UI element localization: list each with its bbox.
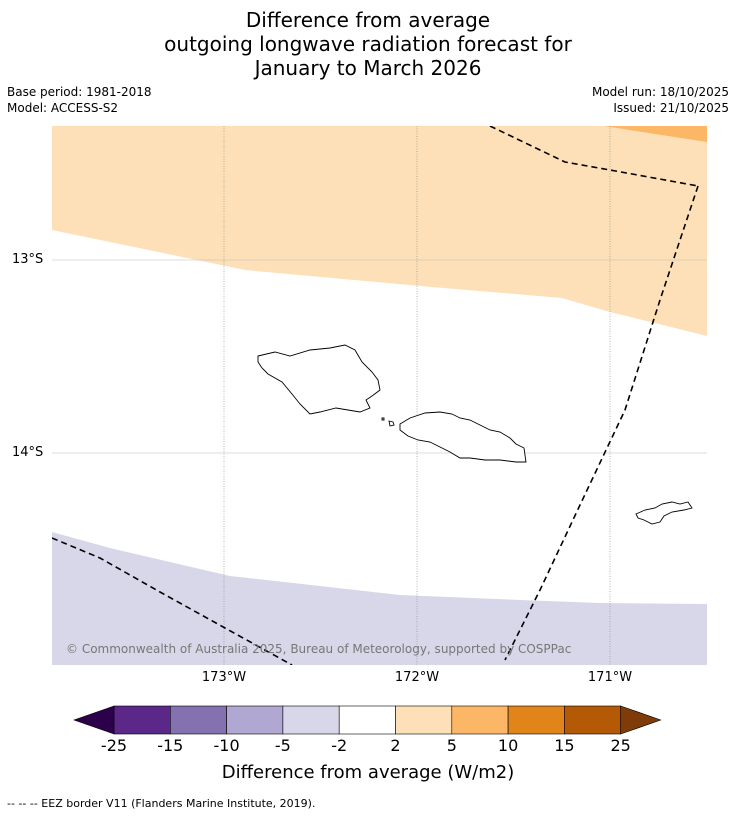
- colorbar-title: Difference from average (W/m2): [221, 762, 515, 783]
- colorbar: [73, 705, 662, 735]
- copyright-text: © Commonwealth of Australia 2025, Bureau…: [66, 642, 572, 656]
- colorbar-segment: [170, 705, 227, 735]
- meta-right: Model run: 18/10/2025 Issued: 21/10/2025: [592, 84, 729, 116]
- lat-label-13s: 13°S: [12, 252, 44, 267]
- lat-label-14s: 14°S: [12, 445, 44, 460]
- island-savaii: [257, 344, 381, 415]
- title-line-3: January to March 2026: [254, 56, 482, 80]
- colorbar-extend-low: [73, 705, 115, 735]
- eez-border-east: [504, 185, 699, 661]
- island-tutuila: [635, 501, 693, 525]
- colorbar-tick-label: -25: [100, 736, 128, 755]
- title-line-2: outgoing longwave radiation forecast for: [164, 32, 572, 56]
- colorbar-segment: [113, 705, 171, 735]
- title-line-1: Difference from average: [245, 8, 491, 32]
- eez-border-north: [489, 126, 699, 187]
- colorbar-segment: [338, 705, 396, 735]
- colorbar-tick-label: -5: [274, 736, 291, 755]
- colorbar-segment: [564, 705, 622, 735]
- anomaly-zone-5-to-10: [604, 126, 707, 142]
- lon-label-173w: 173°W: [201, 670, 247, 685]
- map-area: [52, 126, 707, 665]
- eez-borders: [52, 126, 699, 665]
- island-upolu: [399, 411, 527, 463]
- island-apolima: [381, 417, 385, 421]
- eez-legend-footnote: -- -- -- EEZ border V11 (Flanders Marine…: [7, 797, 316, 810]
- colorbar-tick-label: -15: [157, 736, 184, 755]
- colorbar-segment: [395, 705, 453, 735]
- anomaly-zone-minus2-to-minus5: [52, 532, 707, 665]
- islands: [257, 344, 693, 525]
- issued-date: Issued: 21/10/2025: [613, 101, 729, 115]
- colorbar-tick-label: 25: [610, 736, 631, 755]
- model-run: Model run: 18/10/2025: [591, 85, 729, 99]
- colorbar-tick-label: 2: [390, 736, 401, 755]
- model-name: Model: ACCESS-S2: [7, 101, 119, 115]
- island-manono: [388, 420, 395, 427]
- lon-label-172w: 172°W: [394, 670, 440, 685]
- colorbar-segment: [282, 705, 340, 735]
- colorbar-extend-high: [620, 705, 662, 735]
- colorbar-tick-label: -10: [213, 736, 240, 755]
- colorbar-segment: [507, 705, 565, 735]
- base-period: Base period: 1981-2018: [7, 85, 152, 99]
- meta-left: Base period: 1981-2018 Model: ACCESS-S2: [7, 84, 152, 116]
- colorbar-tick-label: 5: [446, 736, 457, 755]
- chart-title: Difference from average outgoing longwav…: [0, 8, 736, 80]
- colorbar-tick-label: -2: [331, 736, 348, 755]
- colorbar-tick-label: 15: [554, 736, 575, 755]
- anomaly-zone-2-to-5: [52, 126, 707, 336]
- eez-border-southwest: [52, 537, 293, 665]
- gridlines: [52, 126, 707, 665]
- colorbar-tick-label: 10: [497, 736, 519, 755]
- colorbar-segment: [226, 705, 284, 735]
- lon-label-171w: 171°W: [587, 670, 633, 685]
- colorbar-segment: [451, 705, 509, 735]
